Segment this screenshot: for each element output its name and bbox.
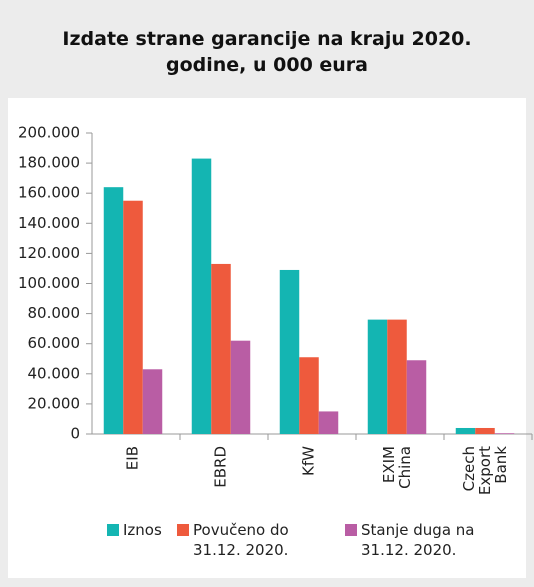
legend-label: Povučeno do 31.12. 2020. (193, 521, 289, 559)
y-tick-label: 40.000 (28, 364, 81, 382)
bar (494, 433, 515, 434)
legend-swatch (345, 524, 357, 536)
y-tick-label: 200.000 (18, 124, 80, 142)
bar (475, 427, 495, 434)
x-tick-label: EIB (124, 446, 142, 470)
x-tick-label: EXIMChina (380, 446, 414, 489)
bar (123, 200, 143, 434)
bar (211, 263, 231, 434)
legend-label: Stanje duga na 31.12. 2020. (361, 521, 475, 559)
legend-swatch (107, 524, 119, 536)
bar (299, 357, 319, 434)
bar (387, 319, 407, 434)
legend-swatch (177, 524, 189, 536)
legend-label: Iznos (123, 521, 162, 539)
y-tick-label: 60.000 (28, 334, 81, 352)
y-tick-label: 180.000 (18, 154, 80, 172)
x-tick-label: EBRD (212, 446, 230, 488)
y-tick-label: 80.000 (28, 304, 81, 322)
y-tick-label: 120.000 (18, 244, 80, 262)
y-tick-label: 20.000 (28, 394, 81, 412)
bar (455, 427, 476, 434)
bar (103, 187, 124, 434)
bar (191, 158, 212, 434)
bar (142, 369, 163, 434)
y-tick-label: 140.000 (18, 214, 80, 232)
bar (318, 411, 339, 434)
chart-title: Izdate strane garancije na kraju 2020. g… (62, 28, 472, 76)
chart-panel (8, 98, 526, 578)
bar (367, 319, 388, 434)
y-tick-label: 160.000 (18, 184, 80, 202)
bar (406, 360, 427, 434)
bar (230, 340, 251, 434)
x-tick-label: KfW (300, 446, 318, 476)
x-tick-label: CzechExportBank (460, 446, 510, 495)
y-tick-label: 100.000 (18, 274, 80, 292)
y-tick-label: 0 (70, 425, 80, 443)
bar (279, 269, 300, 434)
